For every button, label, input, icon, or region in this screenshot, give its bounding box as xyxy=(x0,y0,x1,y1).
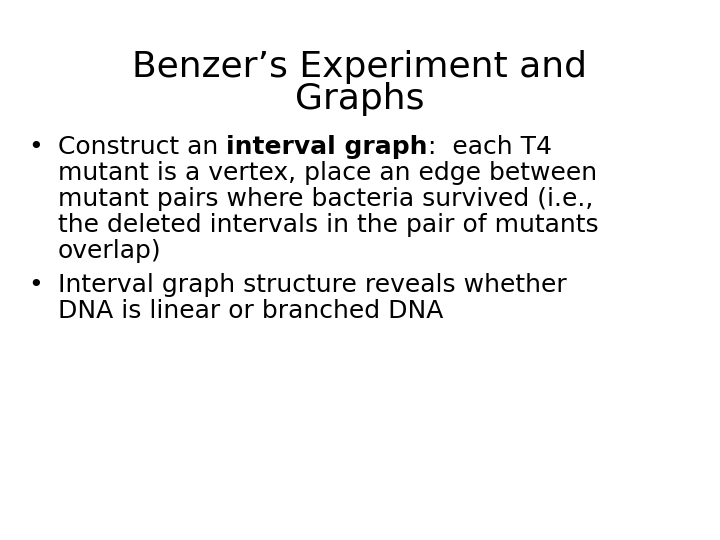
Text: Construct an: Construct an xyxy=(58,135,226,159)
Text: mutant pairs where bacteria survived (i.e.,: mutant pairs where bacteria survived (i.… xyxy=(58,187,593,211)
Text: mutant is a vertex, place an edge between: mutant is a vertex, place an edge betwee… xyxy=(58,161,597,185)
Text: Benzer’s Experiment and: Benzer’s Experiment and xyxy=(132,50,588,84)
Text: •: • xyxy=(28,273,42,297)
Text: Interval graph structure reveals whether: Interval graph structure reveals whether xyxy=(58,273,567,297)
Text: interval graph: interval graph xyxy=(226,135,428,159)
Text: DNA is linear or branched DNA: DNA is linear or branched DNA xyxy=(58,299,444,323)
Text: •: • xyxy=(28,135,42,159)
Text: Graphs: Graphs xyxy=(295,82,425,116)
Text: :  each T4: : each T4 xyxy=(428,135,552,159)
Text: overlap): overlap) xyxy=(58,239,161,263)
Text: the deleted intervals in the pair of mutants: the deleted intervals in the pair of mut… xyxy=(58,213,598,237)
